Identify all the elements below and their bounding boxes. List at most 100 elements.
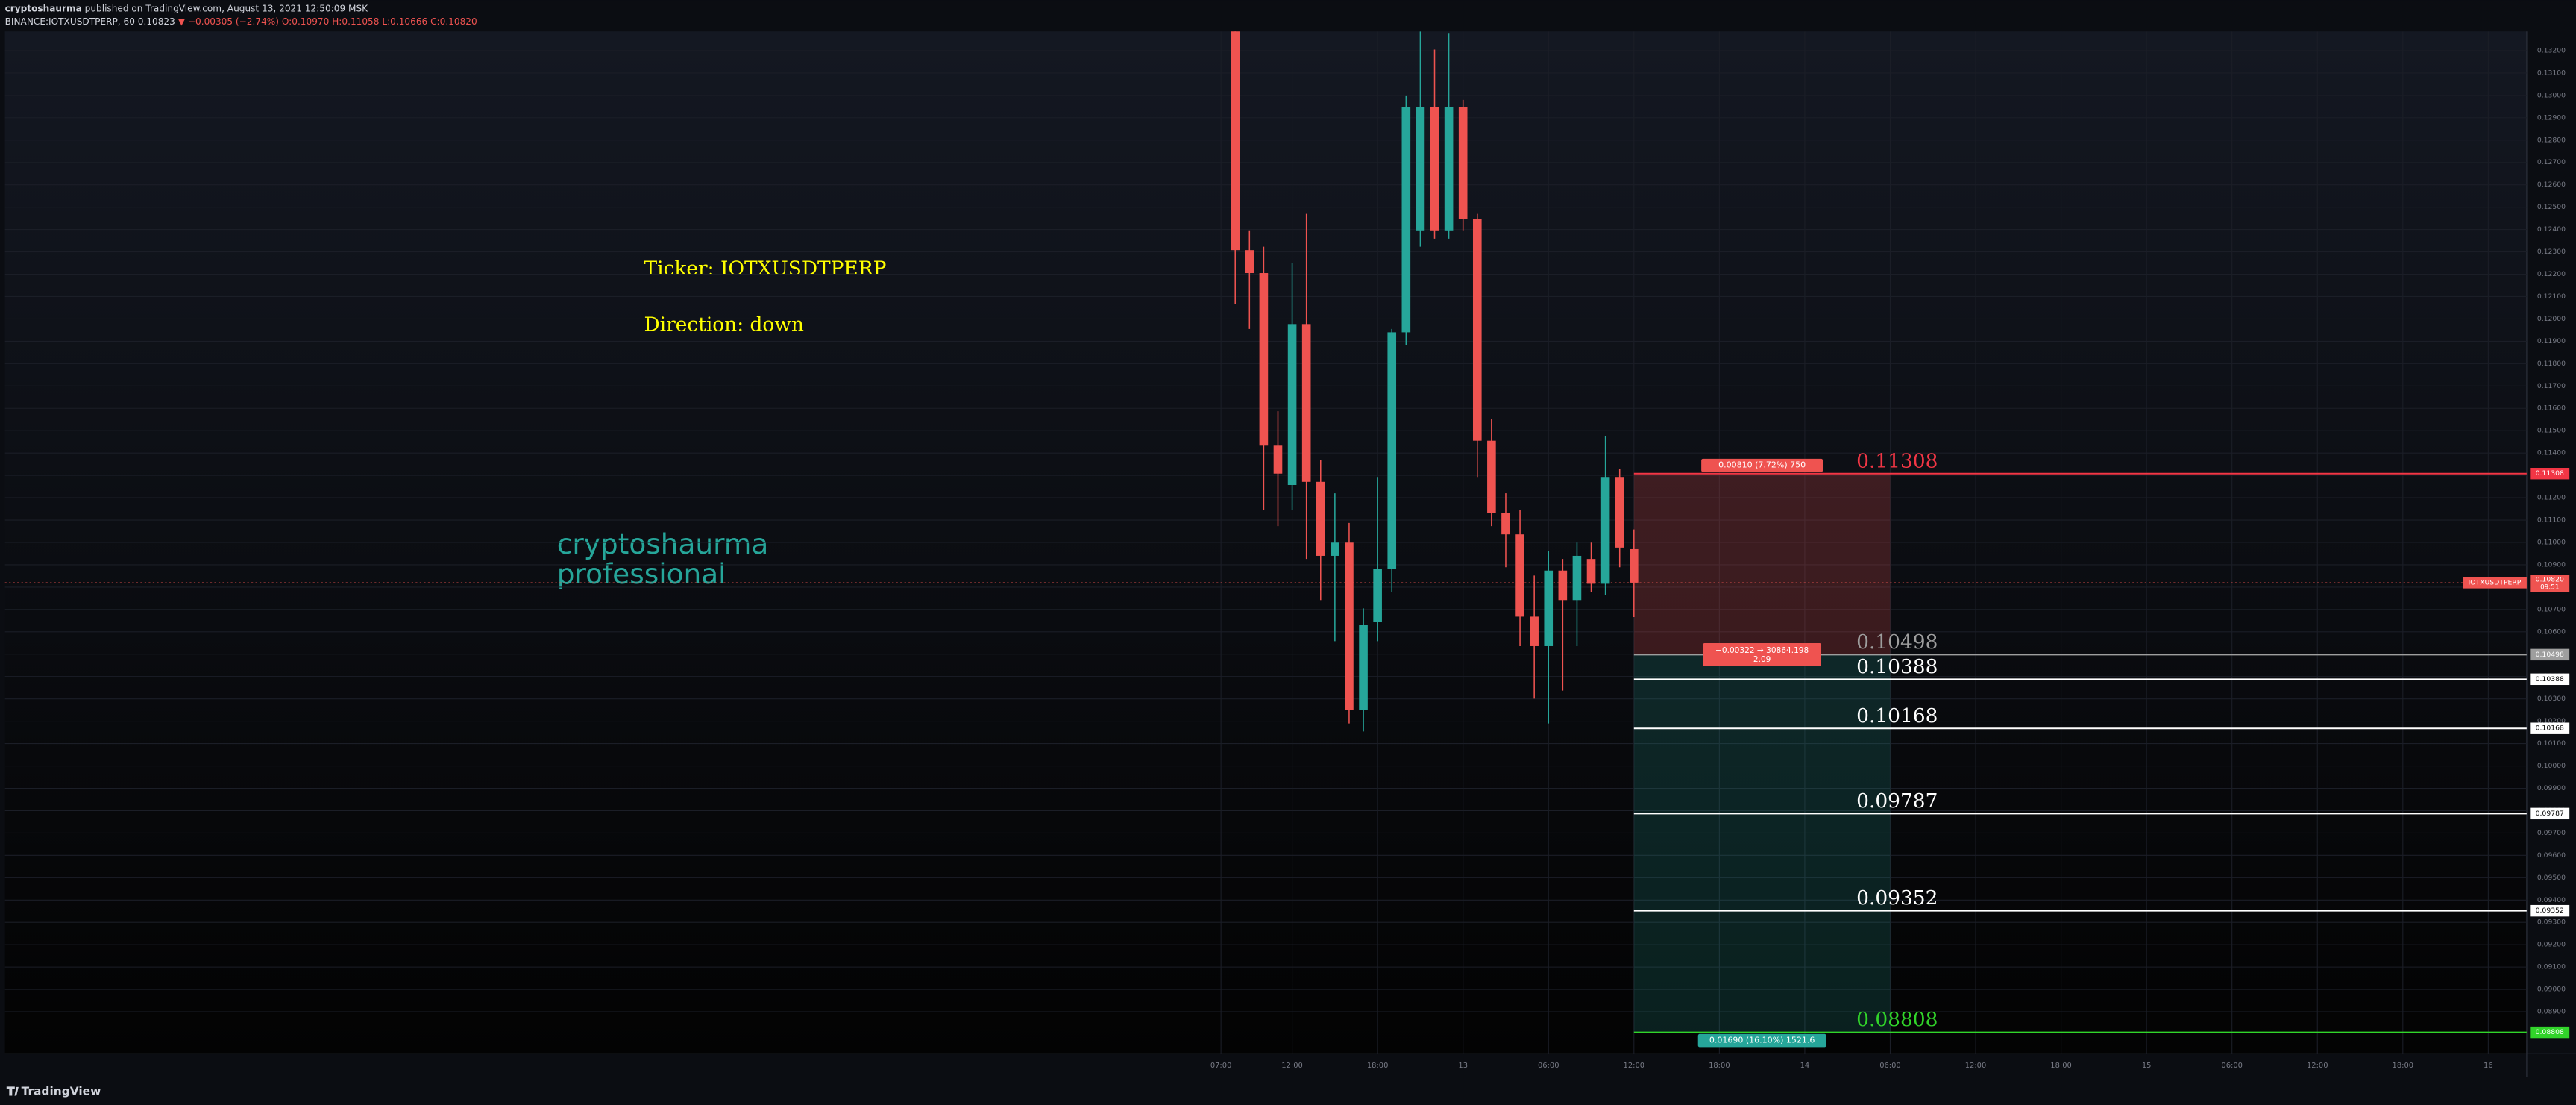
x-tick-label: 16 — [2484, 1062, 2493, 1070]
level-label: 0.10168 — [1856, 704, 1938, 727]
target-label: 0.01690 (16.10%) 1521.6 — [1709, 1036, 1815, 1045]
y-tick-label: 0.09700 — [2537, 829, 2566, 837]
watermark: professional — [557, 557, 726, 590]
candle-body — [1316, 481, 1325, 556]
x-tick-label: 06:00 — [2221, 1062, 2243, 1070]
axis-tag — [2530, 673, 2570, 686]
y-tick-label: 0.11700 — [2537, 382, 2566, 390]
axis-tag — [2530, 648, 2570, 661]
target-zone — [1633, 654, 1891, 1033]
axis-tag-label: 0.09787 — [2536, 810, 2564, 818]
candle-body — [1544, 570, 1554, 646]
x-tick-label: 07:00 — [1210, 1062, 1232, 1070]
y-tick-label: 0.11600 — [2537, 404, 2566, 413]
x-tick-label: 15 — [2142, 1062, 2152, 1070]
published: published on TradingView.com, August 13,… — [85, 3, 369, 13]
y-tick-label: 0.09400 — [2537, 896, 2566, 904]
target-label-box — [1697, 1033, 1826, 1048]
axis-tag-label: 0.10168 — [2536, 724, 2564, 733]
candle-body — [1430, 107, 1439, 231]
y-tick-label: 0.09100 — [2537, 963, 2566, 971]
y-tick-label: 0.12100 — [2537, 292, 2566, 301]
y-tick-label: 0.12900 — [2537, 113, 2566, 122]
y-tick-label: 0.11500 — [2537, 427, 2566, 435]
y-tick-label: 0.10300 — [2537, 695, 2566, 703]
candle-body — [1487, 440, 1496, 513]
candle-body — [1373, 569, 1382, 622]
candle-body — [1345, 542, 1354, 710]
symbol: BINANCE:IOTXUSDTPERP, 60 — [5, 16, 135, 26]
risk-reward-box — [1703, 642, 1821, 666]
candle-body — [1515, 534, 1524, 617]
x-tick-label: 13 — [1458, 1062, 1468, 1070]
countdown: 09:51 — [2540, 584, 2559, 592]
candle-body — [1586, 559, 1596, 584]
candle-body — [1615, 477, 1624, 548]
y-tick-label: 0.08900 — [2537, 1008, 2566, 1016]
y-tick-label: 0.10000 — [2537, 762, 2566, 770]
x-tick-label: 12:00 — [2307, 1062, 2328, 1070]
author: cryptoshaurma — [5, 3, 82, 13]
y-tick-label: 0.13200 — [2537, 46, 2566, 54]
y-tick-label: 0.10700 — [2537, 605, 2566, 613]
y-tick-label: 0.11900 — [2537, 337, 2566, 345]
axis-tag-label: 0.10388 — [2536, 675, 2564, 683]
stop-label-box — [1701, 458, 1823, 472]
candle-body — [1458, 107, 1468, 219]
watermark: cryptoshaurma — [557, 528, 769, 560]
candle-body — [1572, 555, 1582, 601]
ohlc: L:0.10666 — [382, 16, 427, 26]
y-tick-label: 0.09900 — [2537, 784, 2566, 792]
y-tick-label: 0.12000 — [2537, 315, 2566, 323]
risk-reward-label: −0.00322 → 30864.198 — [1715, 646, 1809, 655]
candle-body — [1259, 273, 1269, 446]
level-label: 0.11308 — [1856, 449, 1938, 472]
y-tick-label: 0.11400 — [2537, 449, 2566, 457]
candle-body — [1287, 324, 1297, 485]
risk-reward-label: 2.09 — [1753, 655, 1771, 664]
stop-zone — [1633, 473, 1891, 655]
last-price-tag — [2530, 575, 2570, 592]
y-tick-label: 0.09300 — [2537, 918, 2566, 927]
symbol-tag-label: IOTXUSDTPERP — [2469, 578, 2522, 586]
logo — [6, 1086, 19, 1096]
ohlc: H:0.11058 — [332, 16, 379, 26]
x-tick-label: 12:00 — [1281, 1062, 1303, 1070]
x-tick-label: 18:00 — [2393, 1062, 2414, 1070]
change: ▼ −0.00305 (−2.74%) — [178, 16, 279, 26]
symbol-tag — [2463, 577, 2527, 589]
brand: TradingView — [22, 1085, 101, 1098]
y-tick-label: 0.11200 — [2537, 494, 2566, 502]
axis-tag — [2530, 807, 2570, 820]
level-label: 0.09787 — [1856, 789, 1938, 813]
candle-body — [1273, 445, 1283, 474]
y-tick-label: 0.12200 — [2537, 270, 2566, 278]
stop-label: 0.00810 (7.72%) 750 — [1718, 460, 1806, 470]
axis-tag-label: 0.09352 — [2536, 907, 2564, 915]
candle-body — [1600, 477, 1610, 584]
axis-tag — [2530, 468, 2570, 480]
candle-body — [1416, 107, 1425, 231]
y-tick-label: 0.10900 — [2537, 560, 2566, 569]
annotation: Ticker: IOTXUSDTPERP — [644, 257, 887, 281]
y-tick-label: 0.11000 — [2537, 538, 2566, 546]
axis-tag-label: 0.08808 — [2536, 1028, 2564, 1036]
overlay: 0.08900 0.09000 0.09100 0.09200 0.09300 0.094… — [1210, 46, 2570, 1070]
candle-body — [1558, 570, 1568, 601]
candle-body — [1501, 513, 1510, 535]
y-tick-label: 0.11800 — [2537, 360, 2566, 368]
x-tick-label: 12:00 — [1965, 1062, 1987, 1070]
x-tick-label: 06:00 — [1538, 1062, 1559, 1070]
y-tick-label: 0.09600 — [2537, 851, 2566, 860]
axis-tag — [2530, 1026, 2570, 1039]
y-tick-label: 0.11100 — [2537, 516, 2566, 525]
plot — [4, 31, 2527, 1054]
symbol-line: BINANCE:IOTXUSDTPERP, 60 0.10823 ▼ −0.00… — [5, 16, 477, 26]
y-tick-label: 0.12300 — [2537, 248, 2566, 256]
candle-body — [1331, 542, 1339, 556]
y-tick-label: 0.10600 — [2537, 627, 2566, 636]
y-tick-label: 0.12700 — [2537, 158, 2566, 166]
candle-body — [1245, 250, 1254, 274]
